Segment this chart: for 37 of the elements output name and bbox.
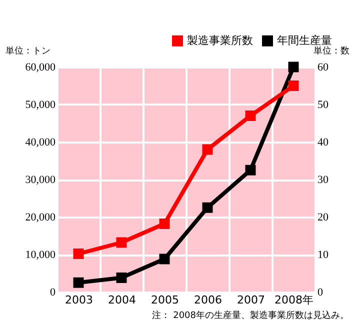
y2-axis-title: 単位：数 xyxy=(314,46,350,56)
y2-tick-label: 10 xyxy=(318,249,329,261)
x-tick-label: 2007 xyxy=(237,294,265,306)
y2-tick-label: 60 xyxy=(318,62,329,74)
x-tick-label: 2004 xyxy=(108,294,136,306)
point xyxy=(73,248,84,259)
point xyxy=(159,218,170,229)
point xyxy=(288,62,299,72)
x-tick-label: 2005 xyxy=(151,294,179,306)
legend-label: 年間生産量 xyxy=(277,34,332,47)
point xyxy=(116,237,127,248)
y-axis-title: 単位：トン xyxy=(6,46,50,56)
y-tick-label: 20,000 xyxy=(25,212,56,224)
point xyxy=(245,164,256,176)
point xyxy=(245,110,256,121)
x-tick-label: 2003 xyxy=(65,294,93,306)
y-tick-label: 40,000 xyxy=(25,136,56,148)
y-tick-label: 0 xyxy=(50,286,56,298)
point xyxy=(159,254,170,264)
y2-tick-label: 40 xyxy=(318,136,329,148)
point xyxy=(73,277,84,288)
text: 注： 2008年の生産量、製造事業所数は見込み。 xyxy=(152,310,349,321)
y-tick-label: 10,000 xyxy=(25,249,56,261)
y2-tick-label: 50 xyxy=(318,99,329,111)
point xyxy=(202,202,213,213)
y2-tick-label: 30 xyxy=(318,174,329,186)
point xyxy=(202,144,213,155)
y2-tick-label: 0 xyxy=(318,286,324,298)
legend-label: 製造事業所数 xyxy=(187,34,253,47)
x-tick-label: 2006 xyxy=(194,294,222,306)
y-tick-label: 50,000 xyxy=(25,99,56,111)
point xyxy=(288,80,299,91)
point xyxy=(116,272,127,283)
x-tick-label: 2008年 xyxy=(274,294,314,306)
y-tick-label: 60,000 xyxy=(25,62,56,74)
y-tick-label: 30,000 xyxy=(25,174,56,186)
y2-tick-label: 20 xyxy=(318,212,329,224)
